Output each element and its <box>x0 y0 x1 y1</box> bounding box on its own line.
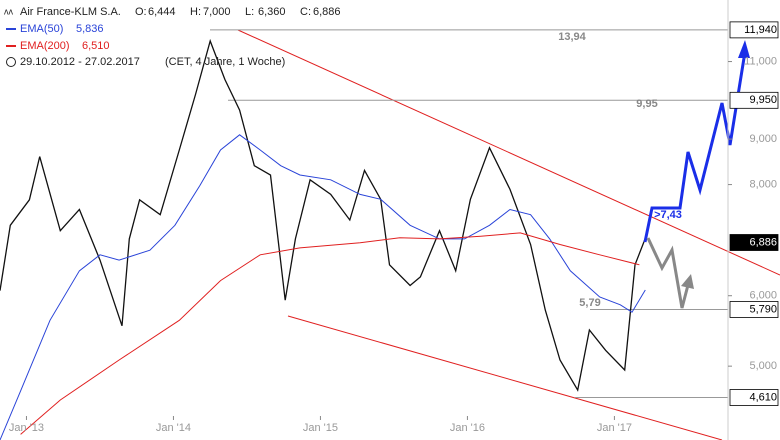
ema200-name: EMA(200) <box>20 40 70 52</box>
level-label: 11,940 <box>744 24 777 36</box>
level-label: 4,610 <box>749 391 777 403</box>
icon: ᴧᴧ <box>4 6 14 16</box>
ohlc-key: L: <box>245 6 254 18</box>
ema-line <box>20 232 640 435</box>
level-tag <box>729 301 779 318</box>
annotation: 9,95 <box>636 98 657 110</box>
ema-line <box>0 134 646 440</box>
legend: ᴧᴧ Air France-KLM S.A. O: 6,444 H: 7,000 L: 6… <box>4 6 341 68</box>
period: (CET, 4 Jahre, 1 Woche) <box>165 56 285 68</box>
x-tick-label: Jan '17 <box>597 422 632 434</box>
ohlc-key: H: <box>190 6 201 18</box>
price-line <box>0 38 646 392</box>
ohlc-key: O: <box>135 6 147 18</box>
ema50-name: EMA(50) <box>20 23 63 35</box>
ema200-value: 6,510 <box>82 40 110 52</box>
x-tick-label: Jan '15 <box>303 422 338 434</box>
ohlc-value: 6,886 <box>313 6 341 18</box>
ohlc-value: 6,360 <box>258 6 286 18</box>
ema50-value: 5,836 <box>76 23 104 35</box>
trend-lines <box>237 29 780 440</box>
y-tick-label: 9,000 <box>749 133 777 145</box>
blue-projection <box>643 57 746 243</box>
annotation: 13,94 <box>558 31 586 43</box>
x-tick-label: Jan '16 <box>450 422 485 434</box>
level-tag <box>729 234 779 251</box>
level-tag <box>729 91 779 109</box>
blue-arrowhead <box>738 40 750 58</box>
annotation: 5,79 <box>579 297 600 309</box>
grey-projection <box>646 237 690 309</box>
x-tick-label: Jan '13 <box>9 422 44 434</box>
level-label: 9,950 <box>749 94 777 106</box>
y-tick-label: 5,000 <box>749 360 777 372</box>
price-name: Air France-KLM S.A. <box>20 6 121 18</box>
grey-arrowhead <box>681 274 694 289</box>
x-tick-label: Jan '14 <box>156 422 191 434</box>
lower-trend-line <box>287 315 723 440</box>
upper-trend-line <box>237 29 780 276</box>
date-range: 29.10.2012 - 27.02.2017 <box>20 56 140 68</box>
level-tag <box>729 21 779 39</box>
plot <box>0 29 728 440</box>
level-label: 6,886 <box>749 236 777 248</box>
clock-icon <box>6 57 16 67</box>
annotation: >7,43 <box>654 209 682 221</box>
projection <box>643 40 750 309</box>
ohlc-key: C: <box>300 6 311 18</box>
y-tick-label: 11,000 <box>744 55 777 67</box>
y-tick-label: 6,000 <box>749 290 777 302</box>
level-label: 5,790 <box>749 303 777 315</box>
ohlc-value: 6,444 <box>148 6 176 18</box>
level-tag <box>729 389 779 406</box>
y-tick-label: 8,000 <box>749 178 777 190</box>
ohlc-value: 7,000 <box>203 6 231 18</box>
ohlc: O: 6,444 H: 7,000 L: 6,360 C: 6,886 <box>135 6 341 18</box>
